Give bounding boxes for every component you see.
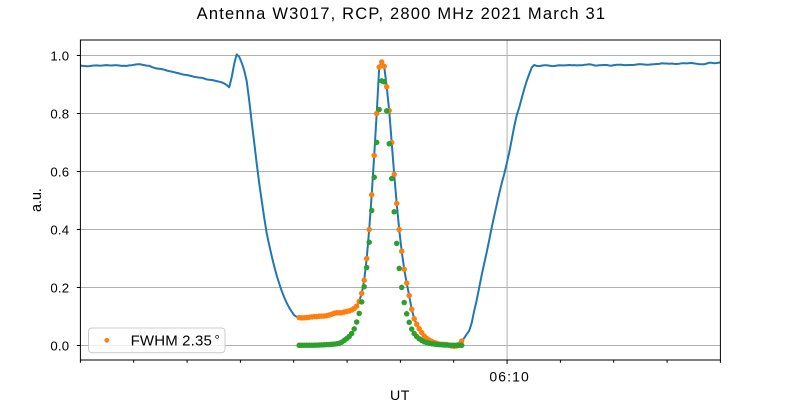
svg-text:FWHM 2.35: FWHM 2.35: [131, 332, 212, 349]
svg-text:0.0: 0.0: [50, 338, 69, 353]
svg-text:06:10: 06:10: [489, 369, 530, 385]
svg-text:0.4: 0.4: [50, 222, 69, 237]
svg-text:0.2: 0.2: [50, 280, 69, 295]
svg-text:a.u.: a.u.: [29, 188, 45, 212]
svg-text:0.8: 0.8: [50, 106, 69, 121]
svg-text:1.0: 1.0: [50, 48, 69, 63]
svg-text:0.6: 0.6: [50, 164, 69, 179]
svg-text:UT: UT: [390, 388, 410, 400]
svg-text:°: °: [215, 332, 220, 347]
svg-text:Antenna W3017, RCP, 2800 MHz 2: Antenna W3017, RCP, 2800 MHz 2021 March …: [197, 5, 607, 23]
